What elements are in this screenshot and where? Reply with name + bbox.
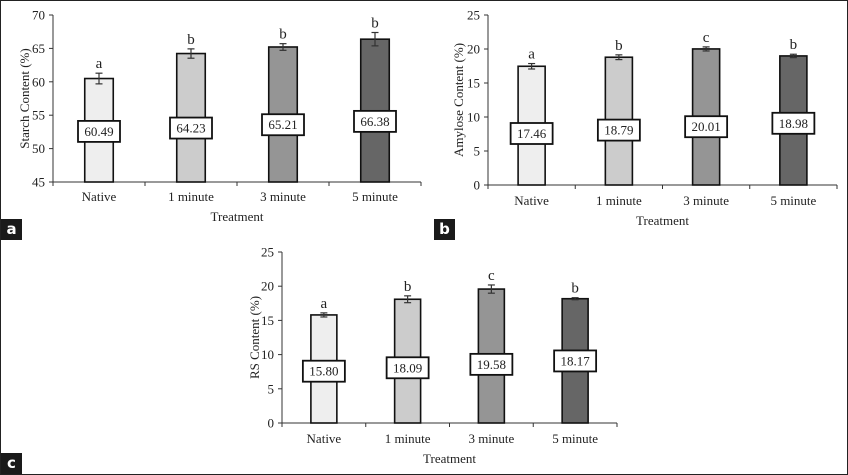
value-label-box — [77, 120, 121, 143]
x-tick-label: 3 minute — [468, 431, 514, 446]
y-tick-label: 15 — [261, 313, 274, 328]
value-label: 15.80 — [309, 364, 338, 379]
value-label: 65.21 — [268, 117, 297, 132]
y-tick-label: 65 — [32, 41, 45, 56]
x-tick-label: 5 minute — [552, 431, 598, 446]
value-label: 64.23 — [176, 121, 205, 136]
y-tick-label: 70 — [32, 8, 45, 23]
y-tick-label: 5 — [474, 144, 481, 159]
value-label-box — [553, 349, 598, 373]
y-axis-title: Starch Content (%) — [17, 48, 32, 148]
panel-tag-c: c — [1, 453, 22, 474]
value-label-box — [684, 115, 729, 139]
value-label: 20.01 — [692, 119, 721, 134]
panel-tag-a: a — [1, 219, 22, 240]
x-tick-label: 5 minute — [770, 193, 816, 208]
value-label: 60.49 — [84, 124, 113, 139]
value-label-box — [596, 118, 641, 142]
value-label: 17.46 — [517, 126, 547, 141]
y-tick-label: 0 — [474, 178, 481, 193]
x-tick-label: 3 minute — [683, 193, 729, 208]
x-tick-label: 1 minute — [385, 431, 431, 446]
chart-panel-b: 0 5 10 15 20 25 a 17.46 Native b 18.79 1 minute c 20.… — [451, 8, 838, 228]
significance-label: b — [615, 38, 623, 54]
y-tick-label: 60 — [32, 74, 45, 89]
significance-label: c — [703, 30, 710, 46]
significance-label: a — [96, 56, 103, 72]
y-tick-label: 5 — [268, 381, 275, 396]
x-tick-label: 5 minute — [352, 189, 398, 204]
y-tick-label: 10 — [261, 347, 274, 362]
x-tick-label: 3 minute — [260, 189, 306, 204]
significance-label: a — [321, 296, 328, 312]
x-tick-label: Native — [514, 193, 549, 208]
panel-tag-b: b — [434, 219, 455, 240]
y-tick-label: 45 — [32, 175, 45, 190]
value-label-box — [469, 352, 514, 376]
y-axis-title: RS Content (%) — [247, 296, 262, 379]
y-tick-label: 25 — [467, 8, 480, 23]
value-label: 18.98 — [779, 116, 808, 131]
value-label-box — [169, 116, 213, 140]
value-label-box — [771, 111, 816, 135]
value-label: 66.38 — [360, 114, 389, 129]
value-label: 19.58 — [477, 357, 506, 372]
y-tick-label: 55 — [32, 108, 45, 123]
y-tick-label: 20 — [261, 279, 274, 294]
x-axis-title: Treatment — [423, 451, 476, 466]
x-tick-label: 1 minute — [168, 189, 214, 204]
value-label: 18.17 — [561, 353, 591, 368]
value-label-box — [261, 113, 305, 137]
y-tick-label: 25 — [261, 245, 274, 260]
y-tick-label: 20 — [467, 42, 480, 57]
significance-label: c — [488, 268, 495, 284]
x-axis-title: Treatment — [211, 209, 264, 224]
x-tick-label: 1 minute — [596, 193, 642, 208]
significance-label: b — [371, 16, 379, 32]
value-label-box — [301, 359, 346, 383]
value-label: 18.09 — [393, 360, 422, 375]
value-label-box — [509, 122, 554, 145]
chart-panel-a: 45 50 55 60 65 70 a 60.49 Native b 64.23 1 minute b 6… — [17, 8, 422, 224]
x-tick-label: Native — [307, 431, 342, 446]
x-axis-title: Treatment — [636, 213, 689, 228]
x-tick-label: Native — [82, 189, 117, 204]
significance-label: a — [528, 47, 535, 63]
significance-label: b — [571, 281, 579, 297]
significance-label: b — [790, 37, 798, 53]
y-tick-label: 15 — [467, 76, 480, 91]
value-label-box — [353, 109, 397, 133]
value-label: 18.79 — [604, 123, 633, 138]
significance-label: b — [404, 279, 412, 295]
significance-label: b — [279, 27, 287, 43]
significance-label: b — [187, 32, 195, 48]
y-tick-label: 0 — [268, 416, 275, 431]
chart-panel-c: 0 5 10 15 20 25 a 15.80 Native b 18.09 1 minute c 19.… — [247, 245, 618, 466]
y-tick-label: 50 — [32, 141, 45, 156]
value-label-box — [385, 356, 430, 380]
y-tick-label: 10 — [467, 110, 480, 125]
y-axis-title: Amylose Content (%) — [451, 43, 466, 157]
